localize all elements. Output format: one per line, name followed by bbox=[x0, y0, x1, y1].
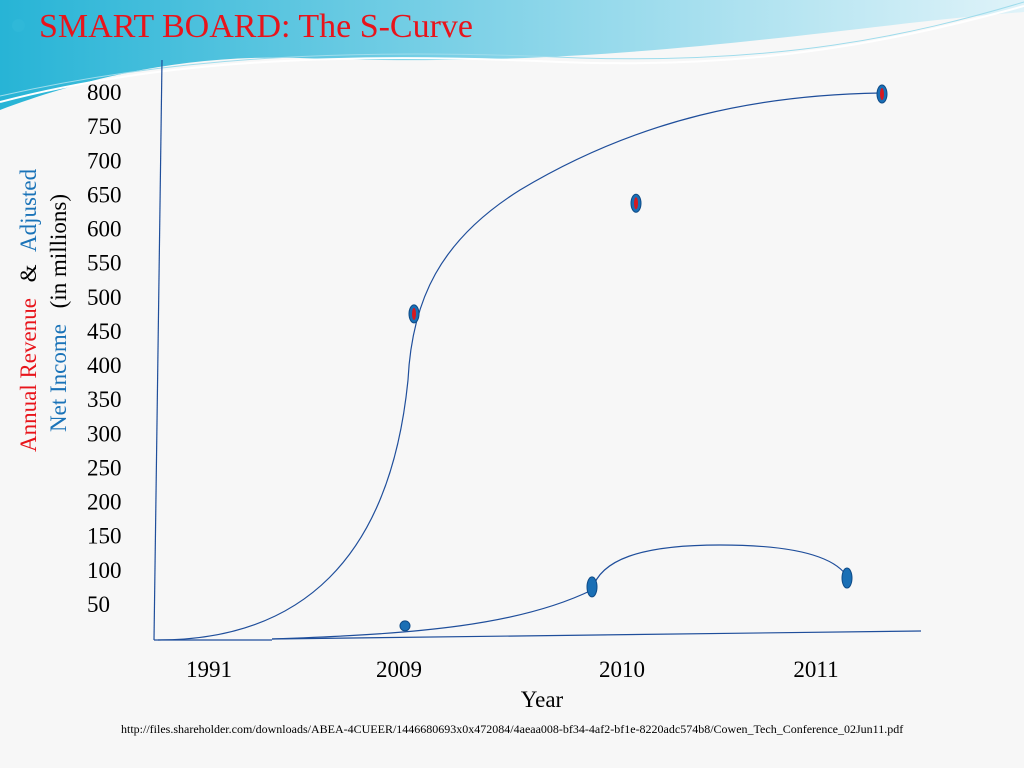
y-tick-label: 100 bbox=[87, 558, 122, 583]
y-label-net-income: Net Income bbox=[46, 324, 71, 432]
y-tick-label: 750 bbox=[87, 114, 122, 139]
y-label-revenue: Annual Revenue bbox=[16, 298, 41, 452]
svg-text:Net Income (in millions): Net Income (in millions) bbox=[46, 194, 71, 432]
y-tick-label: 550 bbox=[87, 251, 122, 276]
svg-text:Annual Revenue & A: Annual Revenue & Adjusted bbox=[16, 168, 41, 452]
y-axis-label-line2: Net Income (in millions) bbox=[46, 194, 71, 432]
y-tick-label: 200 bbox=[87, 490, 122, 515]
x-tick-labels: 1991 2009 2010 2011 bbox=[186, 657, 839, 682]
x-tick-label: 2010 bbox=[599, 657, 645, 682]
net-income-point-2011 bbox=[841, 567, 853, 589]
y-tick-label: 450 bbox=[87, 319, 122, 344]
x-tick-label: 2011 bbox=[793, 657, 838, 682]
y-tick-label: 800 bbox=[87, 80, 122, 105]
y-tick-labels: 50 100 150 200 250 300 350 400 450 500 550 600 650 70… bbox=[87, 80, 122, 617]
y-tick-label: 600 bbox=[87, 217, 122, 242]
header-swoosh-line bbox=[0, 1, 1024, 97]
x-tick-label: 1991 bbox=[186, 657, 232, 682]
header-swoosh-line bbox=[0, 5, 1024, 103]
revenue-point-core-2011 bbox=[880, 88, 884, 101]
y-tick-label: 500 bbox=[87, 285, 122, 310]
slide-title-text: SMART BOARD: The S-Curve bbox=[39, 8, 474, 45]
y-tick-label: 650 bbox=[87, 182, 122, 207]
y-tick-label: 700 bbox=[87, 148, 122, 173]
y-tick-label: 250 bbox=[87, 455, 122, 480]
x-tick-label: 2009 bbox=[376, 657, 422, 682]
net-income-curve bbox=[271, 544, 849, 640]
y-label-amp: & bbox=[16, 264, 41, 282]
y-tick-label: 400 bbox=[87, 353, 122, 378]
y-tick-label: 50 bbox=[87, 592, 110, 617]
net-income-point-2010 bbox=[586, 576, 598, 598]
y-tick-label: 150 bbox=[87, 524, 122, 549]
revenue-point-core-2009 bbox=[412, 307, 416, 320]
x-axis-label: Year bbox=[521, 687, 564, 712]
y-label-units: (in millions) bbox=[46, 194, 71, 308]
net-income-point-2009 bbox=[399, 620, 411, 632]
revenue-point-core-2010 bbox=[634, 197, 638, 210]
y-label-adjusted: Adjusted bbox=[16, 168, 41, 252]
y-tick-label: 350 bbox=[87, 387, 122, 412]
revenue-s-curve bbox=[157, 92, 881, 641]
source-citation: http://files.shareholder.com/downloads/A… bbox=[121, 722, 904, 736]
slide-title: SMART BOARD: The S-Curve bbox=[12, 8, 473, 46]
y-tick-label: 300 bbox=[87, 421, 122, 446]
y-axis bbox=[153, 59, 163, 641]
bullet-icon bbox=[12, 18, 25, 32]
x-axis bbox=[271, 630, 922, 640]
y-axis-label: Annual Revenue & Adjusted bbox=[16, 168, 41, 452]
data-markers bbox=[399, 84, 888, 632]
